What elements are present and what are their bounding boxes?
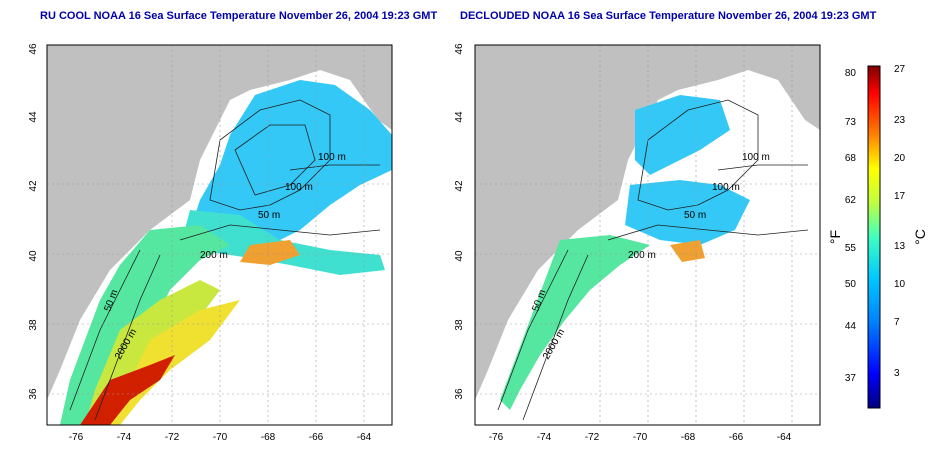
sst-orange-band xyxy=(240,240,300,265)
sst-cool-region xyxy=(635,95,730,175)
colorbar: 80 73 68 62 55 50 44 37 27 23 20 17 13 1… xyxy=(827,64,928,409)
celsius-tick: 27 xyxy=(894,64,906,75)
y-tick-label: 40 xyxy=(454,250,465,262)
y-tick-label: 36 xyxy=(28,388,39,400)
sst-cool-region xyxy=(190,80,392,250)
x-tick-label: -76 xyxy=(69,432,84,443)
celsius-tick: 10 xyxy=(894,279,906,290)
x-tick-label: -66 xyxy=(309,432,324,443)
fahrenheit-label: °F xyxy=(827,230,843,244)
fahrenheit-tick: 55 xyxy=(845,243,857,254)
y-tick-label: 44 xyxy=(454,111,465,123)
sst-hot-spot xyxy=(80,355,175,425)
celsius-tick: 7 xyxy=(894,317,900,328)
colorbar-gradient xyxy=(867,65,881,409)
sst-map-declouded: 100 m 100 m 50 m 200 m 50 m 2000 m -76 -… xyxy=(454,43,821,443)
y-tick-label: 38 xyxy=(28,319,39,331)
celsius-tick: 13 xyxy=(894,241,906,252)
x-tick-label: -64 xyxy=(777,432,792,443)
x-tick-label: -74 xyxy=(117,432,132,443)
y-tick-label: 40 xyxy=(28,250,39,262)
x-tick-label: -70 xyxy=(213,432,228,443)
x-tick-label: -74 xyxy=(537,432,552,443)
y-tick-label: 38 xyxy=(454,319,465,331)
x-tick-label: -68 xyxy=(681,432,696,443)
y-tick-label: 36 xyxy=(454,388,465,400)
x-tick-label: -72 xyxy=(585,432,600,443)
fahrenheit-tick: 37 xyxy=(845,373,857,384)
contour-label: 100 m xyxy=(285,182,313,193)
celsius-tick: 23 xyxy=(894,115,906,126)
fahrenheit-tick: 62 xyxy=(845,195,857,206)
y-tick-label: 42 xyxy=(454,180,465,192)
sst-cool-region xyxy=(625,180,750,245)
sst-cyan-band xyxy=(500,235,650,410)
contour-label: 200 m xyxy=(628,250,656,261)
land-mass xyxy=(47,45,392,400)
x-tick-label: -76 xyxy=(489,432,504,443)
x-tick-label: -70 xyxy=(633,432,648,443)
celsius-tick: 3 xyxy=(894,368,900,379)
y-tick-label: 44 xyxy=(28,111,39,123)
map-title: RU COOL NOAA 16 Sea Surface Temperature … xyxy=(40,10,438,22)
fahrenheit-tick: 44 xyxy=(845,321,857,332)
sst-map-raw: 100 m 100 m 50 m 200 m 50 m 2000 m -76 -… xyxy=(28,43,393,443)
celsius-tick: 17 xyxy=(894,191,906,202)
fahrenheit-tick: 73 xyxy=(845,117,857,128)
y-tick-label: 46 xyxy=(454,43,465,55)
celsius-tick: 20 xyxy=(894,153,906,164)
contour-label: 100 m xyxy=(712,182,740,193)
fahrenheit-tick: 80 xyxy=(845,68,857,79)
land-mass xyxy=(475,45,820,400)
map-title: DECLOUDED NOAA 16 Sea Surface Temperatur… xyxy=(460,10,877,22)
x-tick-label: -68 xyxy=(261,432,276,443)
contour-label: 100 m xyxy=(318,152,346,163)
y-tick-label: 46 xyxy=(28,43,39,55)
x-tick-label: -72 xyxy=(165,432,180,443)
fahrenheit-tick: 50 xyxy=(845,279,857,290)
fahrenheit-tick: 68 xyxy=(845,153,857,164)
celsius-label: °C xyxy=(912,229,928,245)
x-tick-label: -66 xyxy=(729,432,744,443)
contour-label: 50 m xyxy=(258,210,280,221)
contour-label: 50 m xyxy=(684,210,706,221)
contour-label: 100 m xyxy=(742,152,770,163)
contour-label: 200 m xyxy=(200,250,228,261)
y-tick-label: 42 xyxy=(28,180,39,192)
x-tick-label: -64 xyxy=(357,432,372,443)
